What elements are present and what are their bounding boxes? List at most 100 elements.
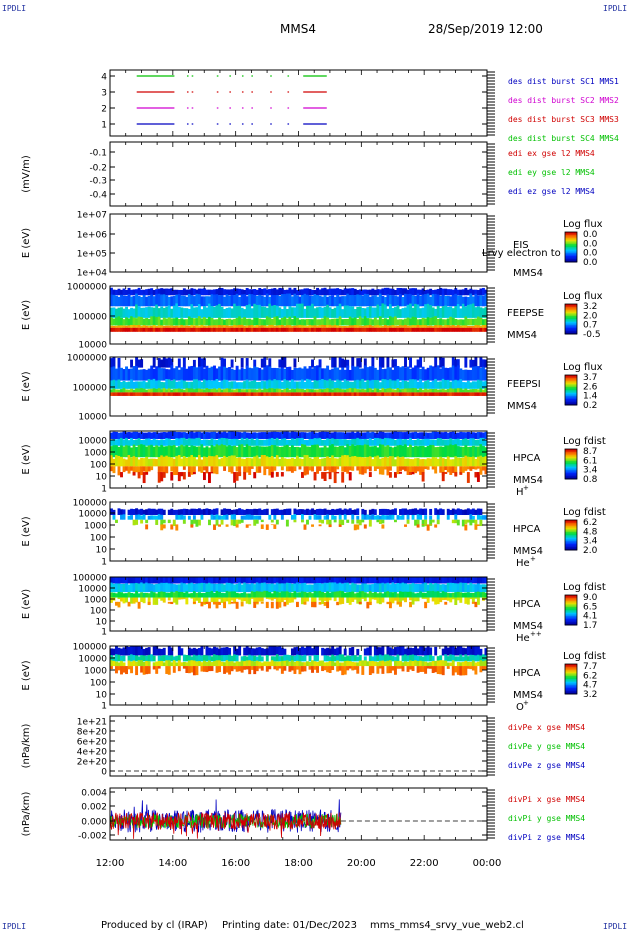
feepse-bin xyxy=(245,288,249,296)
hpca_o-bin xyxy=(238,646,242,656)
hpca_h-bin xyxy=(373,466,377,472)
hpca_o-colorbar-cell xyxy=(565,692,577,695)
hpca_he-bin xyxy=(381,519,385,524)
hpca_h-bin xyxy=(195,437,199,446)
feepse-bin xyxy=(265,325,269,328)
feepsi-bin xyxy=(238,382,242,389)
hpca_o-bin xyxy=(233,666,237,670)
feepse-bin xyxy=(273,316,277,326)
hpca_o-bin xyxy=(243,647,247,656)
feepse-bin xyxy=(464,306,468,318)
feepsi-bin xyxy=(160,381,164,389)
feepsi-bin xyxy=(454,388,458,393)
feepsi-ytick-label: 10000 xyxy=(78,413,107,423)
hpca_o-bin xyxy=(182,654,186,662)
hpca_h-bin xyxy=(461,466,465,473)
feepsi-bin xyxy=(290,379,294,389)
hpca_he-bin xyxy=(117,508,121,515)
eis-colorbar-cell xyxy=(565,253,577,255)
hpca_hepp-bin xyxy=(474,576,478,584)
feepsi-bin xyxy=(321,378,325,389)
feepse-bin xyxy=(351,294,355,307)
feepse-bin xyxy=(245,296,249,307)
hpca_o-bin xyxy=(399,646,402,656)
hpca_o-bin xyxy=(466,646,470,656)
feepse-bin xyxy=(205,289,209,296)
hpca_h-bin xyxy=(145,472,149,475)
hpca_he-colorbar-cell xyxy=(565,536,577,539)
feepsi-bin xyxy=(213,365,216,381)
hpca_o-bin xyxy=(353,666,357,670)
hpca_h-bin xyxy=(213,446,216,458)
feepse-bin xyxy=(416,325,420,328)
feepsi-bin xyxy=(132,389,136,393)
feepse-bin xyxy=(404,288,407,296)
hpca_he-bin xyxy=(218,515,221,520)
hpca_o-bin xyxy=(429,666,433,669)
hpca_h-bin xyxy=(258,439,262,446)
hpca_hepp-bin xyxy=(426,584,430,593)
feepsi-bin xyxy=(383,392,387,396)
hpca_hepp-bin xyxy=(426,590,430,598)
hpca_hepp-bin xyxy=(243,576,247,584)
feepsi-bin xyxy=(414,392,418,396)
hpca_hepp-bin xyxy=(202,592,206,598)
hpca_he-bin xyxy=(270,524,274,526)
hpca_he-bin xyxy=(225,524,229,527)
hpca_o-bin xyxy=(295,660,299,667)
feepse-bin xyxy=(268,296,272,307)
hpca_o-bin xyxy=(210,666,214,672)
hpca_hepp-colorbar-cell xyxy=(565,617,577,620)
hpca_h-colorbar-tick: 6.1 xyxy=(583,456,597,466)
hpca_hepp-bin xyxy=(180,577,184,584)
feepsi-bin xyxy=(283,357,287,368)
hpca_hepp-bin xyxy=(132,577,136,584)
hpca_o-bin xyxy=(127,655,131,662)
hpca_h-bin xyxy=(253,456,257,467)
hpca_he-bin xyxy=(160,514,164,520)
hpca_he-bin xyxy=(200,514,204,520)
hpca_he-bin xyxy=(429,519,433,526)
hpca_hepp-bin xyxy=(115,601,118,606)
hpca_he-bin xyxy=(235,509,239,515)
feepse-bin xyxy=(275,325,279,328)
feepse-bin xyxy=(280,309,284,318)
hpca_o-bin xyxy=(122,662,126,667)
hpca_he-colorbar-cell xyxy=(565,547,577,549)
feepse-bin xyxy=(308,319,312,326)
feepsi-bin xyxy=(318,367,322,381)
feepsi-bin xyxy=(260,389,264,393)
feepsi-colorbar-cell xyxy=(565,378,577,380)
feepsi-bin xyxy=(120,367,123,381)
hpca_he-colorbar-cell xyxy=(565,521,577,524)
hpca_he-bin xyxy=(341,519,345,526)
hpca_o-bin xyxy=(218,655,221,662)
hpca_o-bin xyxy=(331,646,335,656)
divpi-series-line xyxy=(109,799,342,833)
hpca_o-bin xyxy=(409,666,412,670)
hpca_hepp-bin xyxy=(416,577,420,584)
hpca_o-bin xyxy=(308,645,312,656)
hpca_h-bin xyxy=(290,457,294,467)
hpca_h-bin xyxy=(343,432,347,439)
feepsi-bin xyxy=(469,382,473,389)
hpca_o-bin xyxy=(160,648,164,656)
hpca_h-bin xyxy=(235,457,239,467)
hpca_hepp-bin xyxy=(303,597,307,603)
hpca_h-bin xyxy=(238,432,242,439)
hpca_h-bin xyxy=(454,456,458,467)
feepsi-bin xyxy=(481,381,485,389)
feepsi-bin xyxy=(378,366,382,381)
feepsi-bin xyxy=(434,388,438,393)
hpca_hepp-bin xyxy=(376,583,380,593)
hpca_o-bin xyxy=(155,661,159,667)
hpca_o-bin xyxy=(426,655,430,662)
hpca_h-bin xyxy=(456,438,460,446)
hpca_hepp-bin xyxy=(273,584,277,593)
feepsi-bin xyxy=(394,380,397,389)
hpca_he-bin xyxy=(331,508,335,515)
feepse-bin xyxy=(464,316,468,326)
feepsi-bin xyxy=(238,369,242,381)
hpca_hepp-bin xyxy=(308,592,312,598)
hpca_h-bin xyxy=(356,437,360,446)
